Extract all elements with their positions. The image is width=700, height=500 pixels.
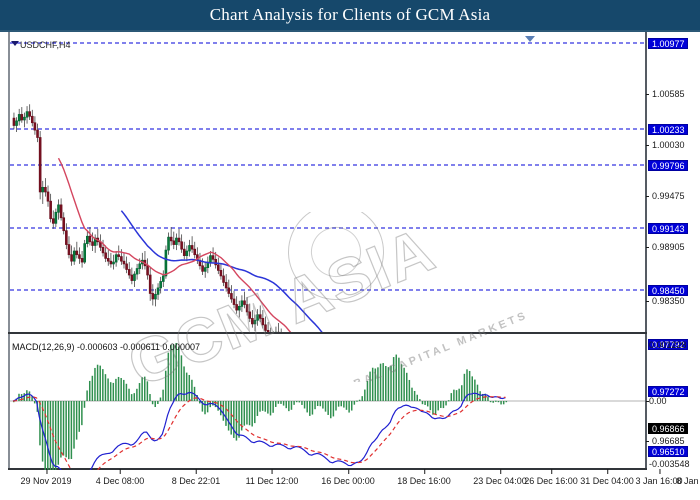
price-axis-label[interactable]: 0.99143 <box>648 223 688 234</box>
time-axis-label: 29 Nov 2019 <box>20 469 72 486</box>
symbol-dropdown-arrow-icon[interactable] <box>11 41 19 46</box>
time-axis-label: 16 Dec 00:00 <box>321 469 375 486</box>
price-pane <box>10 34 645 332</box>
price-axis-label[interactable]: 0.98450 <box>648 285 688 296</box>
time-axis-label: 8 Dec 22:01 <box>171 469 221 486</box>
price-axis[interactable]: 1.00977 1.00585 1.00233 1.00030 0.99796 0.994… <box>646 32 700 496</box>
price-axis-label[interactable]: 0.99796 <box>648 160 688 171</box>
indicator-caption: MACD(12,26,9) -0.000603 -0.000611 0.0000… <box>12 342 200 352</box>
pane-divider <box>8 332 647 334</box>
symbol-caption: USDCHF,H4 <box>20 40 71 50</box>
macd-chart-svg <box>10 342 645 470</box>
price-axis-label[interactable]: 0.96510 <box>648 446 688 457</box>
price-chart-svg <box>10 42 645 332</box>
current-price-label[interactable]: 0.96866 <box>648 423 688 434</box>
chart-top-marker-icon <box>525 36 535 42</box>
time-axis-label: 11 Dec 12:00 <box>245 469 299 486</box>
chart-frame: USDCHF,H4 MACD(12,26,9) -0.000603 -0.000… <box>0 30 700 500</box>
time-axis-label: 3 Jan 16:00 <box>635 469 683 486</box>
price-axis-label[interactable]: 1.00977 <box>648 38 688 49</box>
price-axis-label: 1.00030 <box>646 140 685 151</box>
price-axis-label[interactable]: 1.00233 <box>648 124 688 135</box>
price-axis-label: 1.00585 <box>646 89 685 100</box>
price-axis-label: 0.96685 <box>646 436 685 447</box>
time-axis-label: 4 Dec 08:00 <box>95 469 145 486</box>
price-axis-label: 0.99475 <box>646 191 685 202</box>
price-axis-label: 0.98905 <box>646 242 685 253</box>
time-axis-label: 18 Dec 16:00 <box>397 469 451 486</box>
time-axis-label: 31 Dec 04:00 <box>580 469 634 486</box>
macd-pane <box>10 338 645 470</box>
title-bar: Chart Analysis for Clients of GCM Asia <box>0 0 700 30</box>
price-axis-label: 0.98350 <box>646 296 685 307</box>
time-axis: 29 Nov 2019 4 Dec 08:00 8 Dec 22:01 11 Dec … <box>0 469 700 500</box>
price-axis-label[interactable]: 0.97272 <box>648 386 688 397</box>
page-title: Chart Analysis for Clients of GCM Asia <box>209 5 491 24</box>
chart-axis-border <box>645 32 647 470</box>
macd-axis-label: 0.001228 <box>649 340 687 350</box>
macd-axis: 0.001228 0.00 -0.003548 <box>646 338 700 470</box>
chart-left-border <box>8 32 10 470</box>
time-axis-label: 23 Dec 04:00 <box>473 469 527 486</box>
macd-axis-label: 0.00 <box>646 396 667 406</box>
time-axis-label: 26 Dec 16:00 <box>524 469 578 486</box>
price-axis-label[interactable]: 0.97792 <box>648 339 688 350</box>
macd-axis-label: -0.003548 <box>649 459 690 469</box>
chart-bottom-border <box>8 468 647 470</box>
time-axis-label: 8 Jan 00:00 <box>676 476 700 486</box>
